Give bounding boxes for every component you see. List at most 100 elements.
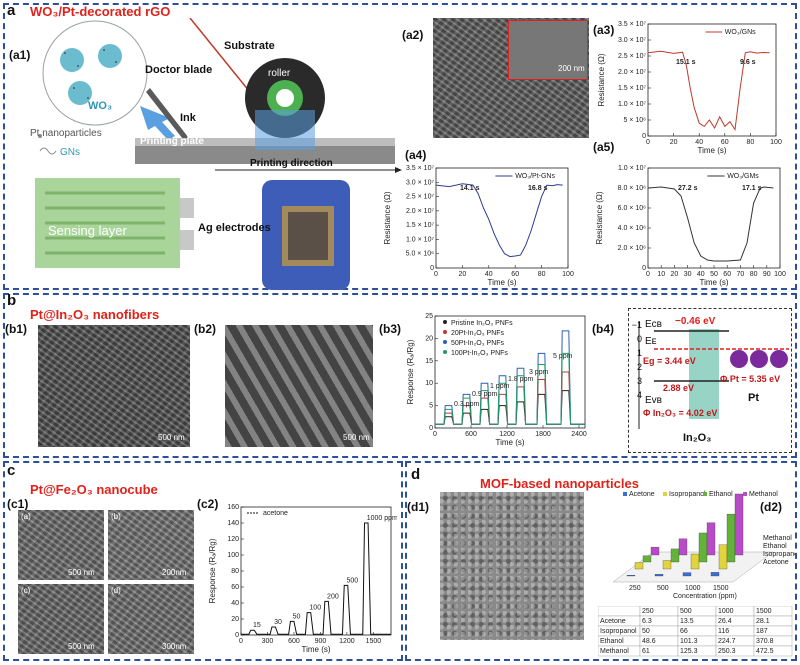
- b4-ef-label: Eᴇ: [645, 336, 657, 347]
- b2-label: (b2): [194, 322, 216, 336]
- series-line: [435, 183, 563, 258]
- x-tick-label: 2400: [571, 431, 587, 438]
- c1-sem-a: (a) 500 nm: [18, 510, 104, 580]
- y-tick-label: 3.5 × 10⁷: [406, 165, 434, 172]
- legend-marker: [443, 350, 447, 354]
- a2-scale-bar: 200 nm: [558, 64, 585, 73]
- pt-legend-label: Pt nanoparticles: [30, 128, 102, 139]
- legend-label: Isopropanol: [669, 491, 706, 498]
- printing-plate-label: Printing plate: [140, 136, 204, 147]
- table-cell-text: 250.3: [718, 648, 736, 655]
- x-tick-label: 250: [629, 585, 641, 592]
- y-tick-label: 3.5 × 10⁷: [618, 21, 646, 28]
- x-tick-label: 70: [737, 271, 745, 278]
- panel-a: [3, 3, 797, 290]
- annotation: 200: [327, 593, 339, 600]
- b4-ecb-value: −0.46 eV: [675, 316, 716, 327]
- x-tick-label: 100: [774, 271, 786, 278]
- panel-a-label: a: [7, 2, 16, 19]
- y-tick-label: 10: [425, 380, 433, 387]
- bar: [718, 544, 728, 570]
- y-tick-label: 5.0 × 10⁶: [406, 251, 434, 258]
- y-tick-label: 100: [227, 552, 239, 559]
- y-tick-label: 60: [231, 584, 239, 591]
- series-line: [241, 522, 391, 635]
- y-tick-label: 2.5 × 10⁷: [618, 53, 646, 60]
- bar: [682, 572, 692, 577]
- b4-evb-label: Eᴠʙ: [645, 395, 662, 406]
- legend-label: 100Pt-In₂O₃ PNFs: [451, 350, 508, 357]
- series-axis-label: Isopropanol: [763, 551, 795, 558]
- c2-chart: 0 300 600 900 1200 1500 0 20 40 60 80 100 120 140 160 T…: [208, 504, 397, 654]
- d1-sem-image: [440, 492, 584, 640]
- table-cell-text: 28.1: [756, 618, 770, 625]
- bar: [626, 575, 636, 577]
- b4-eg-label: Eɡ = 3.44 eV: [643, 356, 696, 366]
- c1b-tag: (b): [111, 512, 121, 521]
- table-cell-text: 1500: [756, 608, 772, 615]
- c1a-scale: 500 nm: [68, 568, 95, 577]
- ink-label: Ink: [180, 112, 196, 124]
- plot-frame: [435, 167, 569, 269]
- legend-swatch: [663, 492, 667, 496]
- y-tick-label: 15: [425, 358, 433, 365]
- x-tick-label: 80: [747, 139, 755, 146]
- x-axis-label: Time (s): [495, 438, 524, 447]
- legend-label: WO₃/GNs: [725, 29, 756, 36]
- panel-c-title: Pt@Fe₂O₃ nanocube: [30, 482, 158, 497]
- x-axis-label: Concentration (ppm): [673, 593, 737, 600]
- annotation: 500: [346, 577, 358, 584]
- y-tick-label: 0: [642, 133, 646, 140]
- table-cell-text: 50: [642, 628, 650, 635]
- gns-legend-label: GNs: [60, 147, 80, 158]
- x-tick-label: 500: [657, 585, 669, 592]
- y-axis-label: Resistance (Ω): [383, 191, 392, 244]
- annotation: 15.1 s: [676, 59, 696, 66]
- c1c-scale: 500 nm: [68, 642, 95, 651]
- a1-printing-schematic: [35, 18, 402, 290]
- y-tick-label: 0: [235, 632, 239, 639]
- wo3-label: WO₃: [88, 100, 113, 112]
- bar: [698, 532, 708, 563]
- x-axis-label: Time (s): [697, 146, 726, 155]
- b4-level: 3: [636, 376, 642, 386]
- x-tick-label: 40: [695, 139, 703, 146]
- d2-chart: MethanolEthanolIsopropanolAcetone2505001…: [612, 491, 795, 600]
- b3-chart: 0 600 1200 1800 2400 0 5 10 15 20 25 Time (s) Respon…: [406, 313, 587, 447]
- y-tick-label: 0: [429, 425, 433, 432]
- y-tick-label: 120: [227, 536, 239, 543]
- legend-label: Acetone: [629, 491, 655, 498]
- legend-label: WO₃/GMs: [727, 173, 759, 180]
- legend-swatch: [743, 492, 747, 496]
- y-tick-label: 2.0 × 10⁶: [618, 245, 646, 252]
- x-axis-label: Time (s): [699, 278, 728, 287]
- legend-label: Ethanol: [709, 491, 733, 498]
- x-tick-label: 10: [657, 271, 665, 278]
- legend-marker: [443, 340, 447, 344]
- annotation: 1000 ppm: [367, 515, 397, 522]
- b1-sem-image: 500 nm: [38, 325, 190, 447]
- b4-phi-pt: Φ Pt = 5.35 eV: [720, 374, 781, 384]
- x-axis-label: Time (s): [487, 278, 516, 287]
- bar: [734, 493, 744, 556]
- y-axis-label: Resistance (Ω): [597, 53, 606, 106]
- bar: [690, 553, 700, 570]
- y-tick-label: 0: [642, 265, 646, 272]
- table-cell: [753, 645, 793, 657]
- series-axis-label: Ethanol: [763, 543, 787, 550]
- bar: [726, 513, 736, 563]
- y-tick-label: 1.5 × 10⁷: [618, 85, 646, 92]
- table-cell-text: 224.7: [718, 638, 736, 645]
- doctor-blade-label: Doctor blade: [145, 64, 213, 76]
- a2-sem-image: 200 nm: [433, 18, 589, 138]
- b3-label: (b3): [379, 322, 401, 336]
- y-axis-label: Resistance (Ω): [595, 191, 604, 244]
- panel-b: [3, 293, 797, 458]
- c1-label: (c1): [7, 497, 29, 511]
- b4-level-labels: −1 0 1 2 3 4: [630, 318, 642, 402]
- x-tick-label: 100: [770, 139, 782, 146]
- panel-d-label: d: [411, 466, 421, 483]
- legend-label: 50Pt-In₂O₃ PNFs: [451, 340, 505, 347]
- x-tick-label: 1500: [366, 638, 382, 645]
- bar: [634, 562, 644, 570]
